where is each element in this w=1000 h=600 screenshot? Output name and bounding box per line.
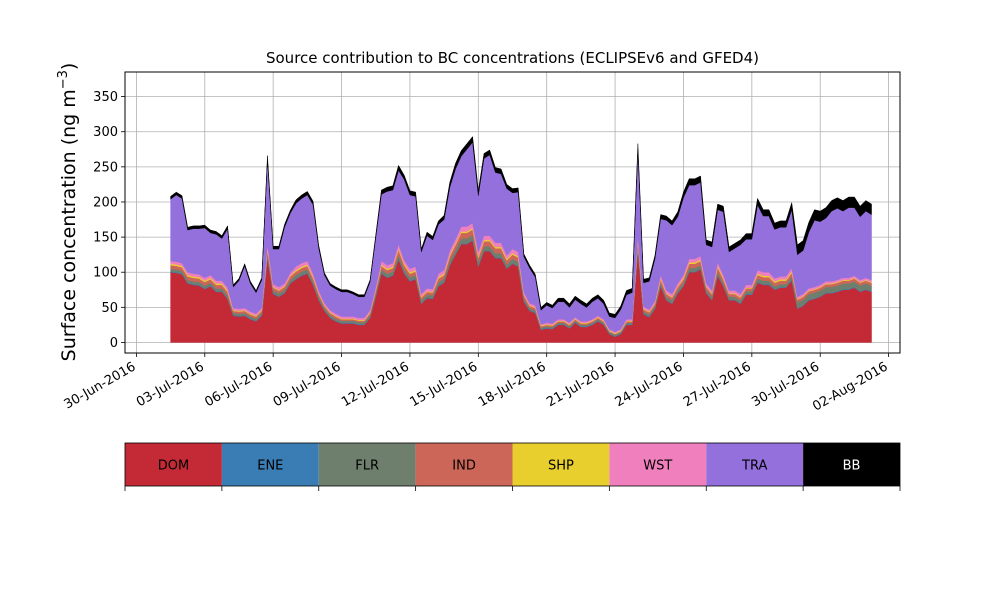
y-axis-label-main: Surface concentration (ng m [58,89,80,361]
chart-title: Source contribution to BC concentrations… [266,49,759,67]
legend-swatch-bb [803,443,900,486]
legend-label-flr: FLR [355,459,379,474]
y-tick-label: 50 [101,301,118,316]
legend-swatch-ene [221,443,319,486]
series-area-bb [170,136,872,319]
legend-label-wst: WST [643,459,672,474]
legend-swatch-shp [512,443,610,486]
legend-colorbar: DOM ENE FLR IND SHP WST TRA BB [124,442,901,491]
stacked-areas [170,136,872,343]
legend-label-ind: IND [452,459,476,474]
legend-label-dom: DOM [158,459,189,474]
y-tick-label: 350 [93,90,118,105]
plot-frame [124,71,901,354]
legend-swatch-flr [318,443,416,486]
legend-swatch-dom [125,443,222,486]
legend-label-shp: SHP [548,459,574,474]
y-tick-label: 150 [93,231,118,246]
y-tick-label: 250 [93,160,118,175]
y-axis-ticks: 0 50 100 150 200 250 300 350 [93,90,125,351]
y-tick-label: 0 [110,336,118,351]
y-axis-label-close: ) [58,63,80,70]
y-tick-label: 300 [93,125,118,140]
y-tick-label: 200 [93,195,118,210]
legend-label-tra: TRA [741,459,767,474]
legend-label-bb: BB [843,459,861,474]
y-axis-label: Surface concentration (ng m−3) [56,63,80,362]
y-tick-label: 100 [93,266,118,281]
legend-swatch-wst [609,443,707,486]
legend-swatch-ind [415,443,513,486]
legend-label-ene: ENE [257,459,283,474]
legend-swatch-tra [706,443,804,486]
y-axis-label-exponent: −3 [56,70,71,89]
